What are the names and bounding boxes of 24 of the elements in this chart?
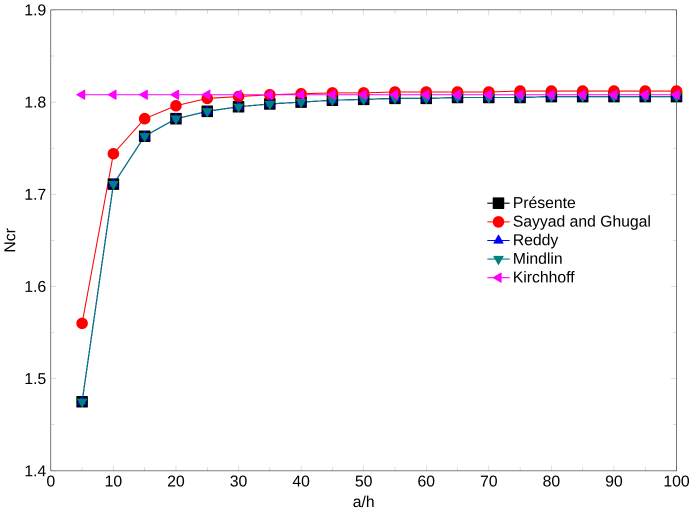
y-tick-label: 1.5 — [26, 373, 46, 384]
y-axis-title: Ncr — [4, 228, 16, 252]
legend-label: Kirchhoff — [514, 271, 575, 283]
y-tick-label: 1.9 — [26, 4, 46, 16]
legend-label: Mindlin — [514, 252, 562, 264]
x-tick-label: 100 — [664, 476, 690, 487]
x-tick-label: 20 — [168, 476, 184, 487]
y-tick-label: 1.8 — [26, 96, 46, 108]
legend-label: Reddy — [514, 234, 558, 249]
legend-label: Sayyad and Ghugal — [514, 215, 650, 230]
x-tick-label: 0 — [47, 476, 55, 487]
x-tick-label: 90 — [606, 476, 622, 487]
x-tick-label: 40 — [292, 476, 310, 487]
legend-label: Présente — [514, 196, 576, 208]
y-tick-label: 1.4 — [26, 466, 46, 476]
x-tick-label: 70 — [480, 476, 497, 487]
x-tick-label: 10 — [106, 476, 122, 487]
x-tick-label: 60 — [418, 476, 434, 487]
x-axis-title: a/h — [353, 496, 374, 508]
y-tick-label: 1.7 — [26, 189, 46, 200]
y-tick-label: 1.6 — [26, 281, 46, 292]
x-tick-label: 30 — [230, 476, 247, 487]
x-tick-label: 80 — [543, 476, 560, 487]
x-tick-label: 50 — [356, 476, 372, 487]
